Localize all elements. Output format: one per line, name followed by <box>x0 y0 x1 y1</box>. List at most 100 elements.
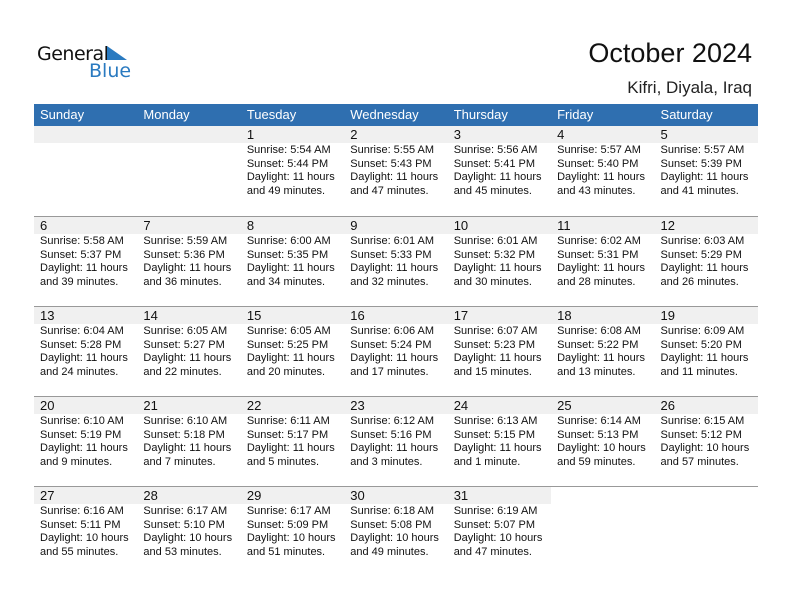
day-cell: 30 Sunrise: 6:18 AM Sunset: 5:08 PM Dayligh… <box>344 487 448 576</box>
sunset-text: Sunset: 5:39 PM <box>660 157 742 170</box>
minutes-text: and 5 minutes. <box>246 455 319 468</box>
day-info: Sunrise: 6:17 AM Sunset: 5:10 PM Daylight:… <box>137 504 240 559</box>
daylight-text: Daylight: 11 hours <box>40 352 128 364</box>
calendar-grid: 1 Sunrise: 5:54 AM Sunset: 5:44 PM Daylight… <box>34 126 758 576</box>
day-cell: 7 Sunrise: 5:59 AM Sunset: 5:36 PM Daylight… <box>137 217 241 306</box>
date-number: 18 <box>551 307 655 324</box>
minutes-text: and 24 minutes. <box>40 365 119 378</box>
minutes-text: and 43 minutes. <box>557 184 636 197</box>
day-info: Sunrise: 5:54 AM Sunset: 5:44 PM Daylight:… <box>241 143 344 198</box>
date-number: 31 <box>447 487 552 504</box>
day-info: Sunrise: 6:09 AM Sunset: 5:20 PM Daylight:… <box>655 324 758 379</box>
date-number: 27 <box>34 487 138 504</box>
day-cell: 20 Sunrise: 6:10 AM Sunset: 5:19 PM Dayligh… <box>34 397 138 486</box>
sunset-text: Sunset: 5:18 PM <box>143 428 225 441</box>
daylight-text: Daylight: 11 hours <box>246 352 335 364</box>
date-number: 2 <box>344 126 448 143</box>
day-cell: 25 Sunrise: 6:14 AM Sunset: 5:13 PM Dayligh… <box>551 397 655 486</box>
date-number: 8 <box>240 217 345 234</box>
day-info: Sunrise: 6:02 AM Sunset: 5:31 PM Daylight:… <box>551 234 654 289</box>
day-info: Sunrise: 6:17 AM Sunset: 5:09 PM Daylight:… <box>241 504 344 559</box>
date-number <box>655 487 758 504</box>
day-info: Sunrise: 6:10 AM Sunset: 5:19 PM Daylight:… <box>34 414 137 469</box>
daylight-text: Daylight: 10 hours <box>557 442 646 454</box>
day-info: Sunrise: 6:03 AM Sunset: 5:29 PM Daylight:… <box>655 234 758 289</box>
day-cell: 21 Sunrise: 6:10 AM Sunset: 5:18 PM Dayligh… <box>137 397 241 486</box>
date-number <box>34 126 138 143</box>
sunrise-text: Sunrise: 5:57 AM <box>557 144 641 156</box>
date-number: 4 <box>551 126 655 143</box>
day-cell: 18 Sunrise: 6:08 AM Sunset: 5:22 PM Dayligh… <box>551 307 655 396</box>
day-info: Sunrise: 5:57 AM Sunset: 5:39 PM Daylight:… <box>655 143 758 198</box>
day-info: Sunrise: 6:01 AM Sunset: 5:33 PM Daylight:… <box>344 234 447 289</box>
sunset-text: Sunset: 5:29 PM <box>660 248 742 261</box>
day-cell: 19 Sunrise: 6:09 AM Sunset: 5:20 PM Dayligh… <box>654 307 758 396</box>
sunrise-text: Sunrise: 6:13 AM <box>453 415 538 427</box>
date-number: 5 <box>654 126 758 143</box>
day-cell: 16 Sunrise: 6:06 AM Sunset: 5:24 PM Dayligh… <box>344 307 448 396</box>
day-info: Sunrise: 5:56 AM Sunset: 5:41 PM Daylight:… <box>448 143 551 198</box>
day-info: Sunrise: 6:13 AM Sunset: 5:15 PM Daylight:… <box>448 414 551 469</box>
sunrise-text: Sunrise: 6:17 AM <box>143 505 228 517</box>
date-number: 12 <box>654 217 758 234</box>
daylight-text: Daylight: 10 hours <box>40 532 129 544</box>
sunset-text: Sunset: 5:24 PM <box>350 338 432 351</box>
sunrise-text: Sunrise: 6:11 AM <box>246 415 330 427</box>
sunset-text: Sunset: 5:10 PM <box>143 518 225 531</box>
sunset-text: Sunset: 5:32 PM <box>453 248 536 261</box>
daylight-text: Daylight: 11 hours <box>350 262 439 274</box>
sunset-text: Sunset: 5:35 PM <box>246 248 329 261</box>
daylight-text: Daylight: 11 hours <box>246 171 335 183</box>
daylight-text: Daylight: 11 hours <box>453 262 542 274</box>
minutes-text: and 22 minutes. <box>143 365 222 378</box>
day-cell: 31 Sunrise: 6:19 AM Sunset: 5:07 PM Dayligh… <box>447 487 552 576</box>
sunset-text: Sunset: 5:25 PM <box>246 338 329 351</box>
day-cell: 11 Sunrise: 6:02 AM Sunset: 5:31 PM Dayligh… <box>551 217 655 306</box>
sunrise-text: Sunrise: 6:01 AM <box>350 235 435 247</box>
day-info: Sunrise: 6:07 AM Sunset: 5:23 PM Daylight:… <box>448 324 551 379</box>
daylight-text: Daylight: 11 hours <box>350 442 439 454</box>
date-number: 28 <box>137 487 241 504</box>
week-row: 6 Sunrise: 5:58 AM Sunset: 5:37 PM Daylight… <box>34 216 758 306</box>
day-info: Sunrise: 5:58 AM Sunset: 5:37 PM Daylight:… <box>34 234 137 289</box>
minutes-text: and 30 minutes. <box>453 275 532 288</box>
sunrise-text: Sunrise: 5:57 AM <box>660 144 745 156</box>
day-info: Sunrise: 6:05 AM Sunset: 5:25 PM Daylight:… <box>241 324 344 379</box>
week-row: 13 Sunrise: 6:04 AM Sunset: 5:28 PM Dayligh… <box>34 306 758 396</box>
sunrise-text: Sunrise: 6:08 AM <box>557 325 641 337</box>
daylight-text: Daylight: 11 hours <box>40 262 128 274</box>
sunrise-text: Sunrise: 6:07 AM <box>453 325 538 337</box>
day-cell: 9 Sunrise: 6:01 AM Sunset: 5:33 PM Daylight… <box>344 217 448 306</box>
daylight-text: Daylight: 10 hours <box>660 442 750 454</box>
logo-text-blue: Blue <box>89 60 132 82</box>
day-cell: 8 Sunrise: 6:00 AM Sunset: 5:35 PM Daylight… <box>240 217 345 306</box>
sunrise-text: Sunrise: 6:06 AM <box>350 325 435 337</box>
sunrise-text: Sunrise: 6:09 AM <box>660 325 745 337</box>
minutes-text: and 57 minutes. <box>660 455 739 468</box>
weekday-friday: Friday <box>557 107 594 122</box>
minutes-text: and 45 minutes. <box>453 184 532 197</box>
sunset-text: Sunset: 5:15 PM <box>453 428 536 441</box>
sunrise-text: Sunrise: 6:01 AM <box>453 235 538 247</box>
sunrise-text: Sunrise: 5:55 AM <box>350 144 435 156</box>
sunrise-text: Sunrise: 5:58 AM <box>40 235 124 247</box>
date-number: 15 <box>240 307 345 324</box>
sunset-text: Sunset: 5:13 PM <box>557 428 639 441</box>
date-number: 11 <box>551 217 655 234</box>
sunset-text: Sunset: 5:37 PM <box>40 248 122 261</box>
minutes-text: and 51 minutes. <box>246 545 326 558</box>
sunrise-text: Sunrise: 5:54 AM <box>246 144 331 156</box>
day-cell: 27 Sunrise: 6:16 AM Sunset: 5:11 PM Dayligh… <box>34 487 138 576</box>
daylight-text: Daylight: 11 hours <box>143 262 232 274</box>
sunrise-text: Sunrise: 6:02 AM <box>557 235 641 247</box>
sunset-text: Sunset: 5:12 PM <box>660 428 742 441</box>
daylight-text: Daylight: 11 hours <box>557 171 645 183</box>
sunset-text: Sunset: 5:19 PM <box>40 428 122 441</box>
sunset-text: Sunset: 5:17 PM <box>246 428 329 441</box>
sunset-text: Sunset: 5:27 PM <box>143 338 225 351</box>
sunrise-text: Sunrise: 6:15 AM <box>660 415 745 427</box>
weekday-tuesday: Tuesday <box>246 107 297 122</box>
sunset-text: Sunset: 5:09 PM <box>246 518 329 531</box>
day-cell: 23 Sunrise: 6:12 AM Sunset: 5:16 PM Dayligh… <box>344 397 448 486</box>
page-title: October 2024 <box>588 38 752 68</box>
